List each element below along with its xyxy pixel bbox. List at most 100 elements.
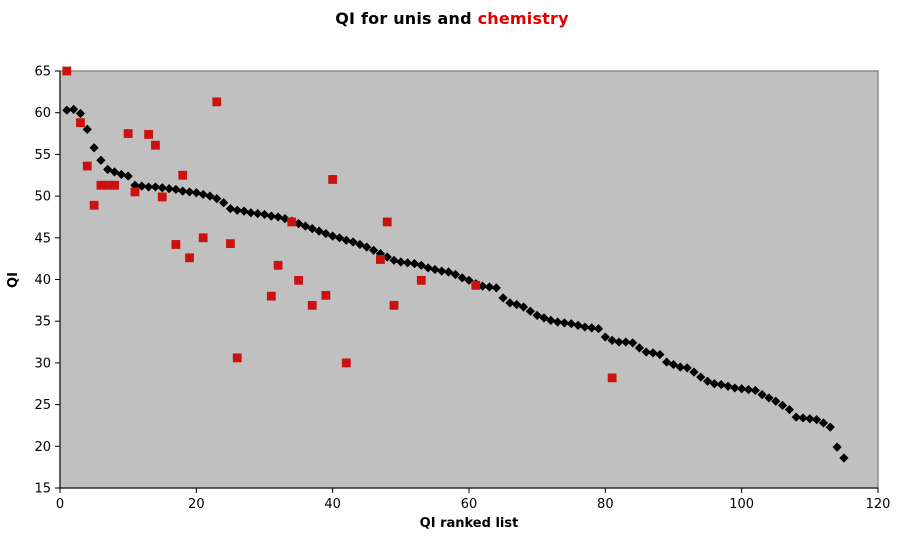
unis-data-point (532, 310, 542, 320)
chemistry-data-point (389, 300, 399, 310)
unis-data-point (539, 313, 549, 323)
unis-data-point (757, 389, 767, 400)
unis-data-point (239, 206, 249, 216)
unis-data-point (375, 249, 385, 259)
unis-data-point (812, 415, 822, 425)
chemistry-data-point (321, 290, 331, 300)
x-tick-label: 100 (729, 497, 754, 512)
y-tick-label: 50 (34, 190, 51, 205)
unis-data-point (430, 264, 440, 275)
chart-title-main: QI for unis and (335, 9, 478, 28)
unis-data-point (805, 414, 815, 424)
unis-data-point (648, 348, 658, 358)
unis-data-point (709, 379, 719, 389)
chemistry-data-point (307, 300, 317, 310)
unis-data-point (437, 266, 447, 276)
chemistry-data-point (382, 217, 392, 227)
chemistry-data-point (144, 129, 154, 139)
y-tick-label: 55 (34, 148, 51, 163)
unis-data-point (144, 182, 154, 192)
y-tick-label: 45 (34, 231, 51, 246)
unis-data-point (825, 422, 835, 432)
x-tick-label: 20 (188, 497, 205, 512)
unis-data-point (723, 381, 733, 391)
unis-data-point (784, 405, 794, 415)
x-axis-title: QI ranked list (419, 516, 519, 531)
y-tick-label: 25 (34, 398, 51, 413)
unis-data-point (232, 205, 242, 215)
unis-data-point (675, 362, 685, 372)
chemistry-data-point (130, 187, 140, 197)
unis-data-point (300, 221, 310, 231)
unis-data-point (457, 273, 467, 283)
unis-data-point (668, 359, 679, 370)
unis-data-point (355, 239, 365, 250)
unis-data-point (566, 319, 576, 329)
unis-data-point (116, 169, 126, 180)
unis-data-point (253, 209, 263, 219)
unis-data-point (689, 367, 699, 377)
unis-data-point (798, 413, 808, 423)
unis-data-point (89, 143, 99, 153)
unis-data-point (314, 226, 324, 236)
unis-data-point (328, 231, 338, 241)
y-tick-label: 60 (34, 106, 51, 121)
unis-data-point (614, 337, 624, 347)
unis-data-point (62, 105, 72, 115)
chemistry-data-point (416, 275, 426, 285)
chemistry-data-point (341, 358, 351, 368)
chemistry-data-point (294, 275, 303, 285)
y-tick-label: 20 (34, 440, 51, 455)
unis-data-point (450, 269, 460, 280)
unis-data-point (178, 186, 188, 196)
unis-data-point (628, 338, 638, 348)
x-tick-label: 0 (56, 497, 64, 512)
unis-data-point (307, 224, 317, 234)
unis-data-point (607, 335, 617, 345)
chemistry-data-point (471, 280, 481, 290)
unis-data-point (559, 318, 570, 328)
unis-data-point (184, 187, 195, 197)
unis-data-point (321, 229, 331, 239)
chemistry-data-point (157, 192, 167, 202)
unis-data-point (259, 209, 270, 220)
chemistry-data-point (185, 253, 194, 263)
unis-data-point (75, 108, 86, 119)
unis-data-point (246, 208, 256, 218)
unis-data-point (702, 376, 713, 386)
chemistry-data-point (103, 180, 113, 190)
chemistry-data-point (82, 161, 92, 171)
chemistry-data-point (89, 200, 99, 210)
chemistry-data-point (226, 239, 235, 249)
unis-data-point (198, 189, 208, 200)
chemistry-data-point (375, 255, 385, 264)
unis-data-point (150, 182, 161, 192)
unis-data-point (103, 164, 113, 175)
unis-data-point (171, 184, 181, 195)
unis-data-point (764, 393, 774, 403)
unis-data-point (818, 418, 829, 428)
unis-data-point (280, 214, 290, 224)
chemistry-data-point (96, 180, 106, 190)
unis-data-point (403, 258, 413, 268)
unis-data-point (621, 337, 631, 347)
unis-data-point (491, 283, 501, 293)
unis-data-point (464, 275, 474, 285)
unis-data-point (368, 245, 379, 255)
x-tick-label: 80 (597, 497, 614, 512)
unis-data-point (525, 306, 535, 316)
unis-data-point (839, 453, 849, 463)
unis-data-point (553, 317, 563, 327)
unis-data-point (505, 298, 515, 308)
x-tick-label: 60 (461, 497, 478, 512)
unis-data-point (777, 400, 788, 411)
unis-data-point (443, 267, 454, 277)
unis-data-point (389, 255, 399, 265)
unis-data-point (573, 320, 583, 330)
chemistry-data-point (178, 170, 188, 180)
unis-data-point (96, 155, 106, 165)
chemistry-data-point (198, 233, 208, 243)
chemistry-data-point (62, 66, 72, 76)
unis-data-point (123, 171, 133, 181)
